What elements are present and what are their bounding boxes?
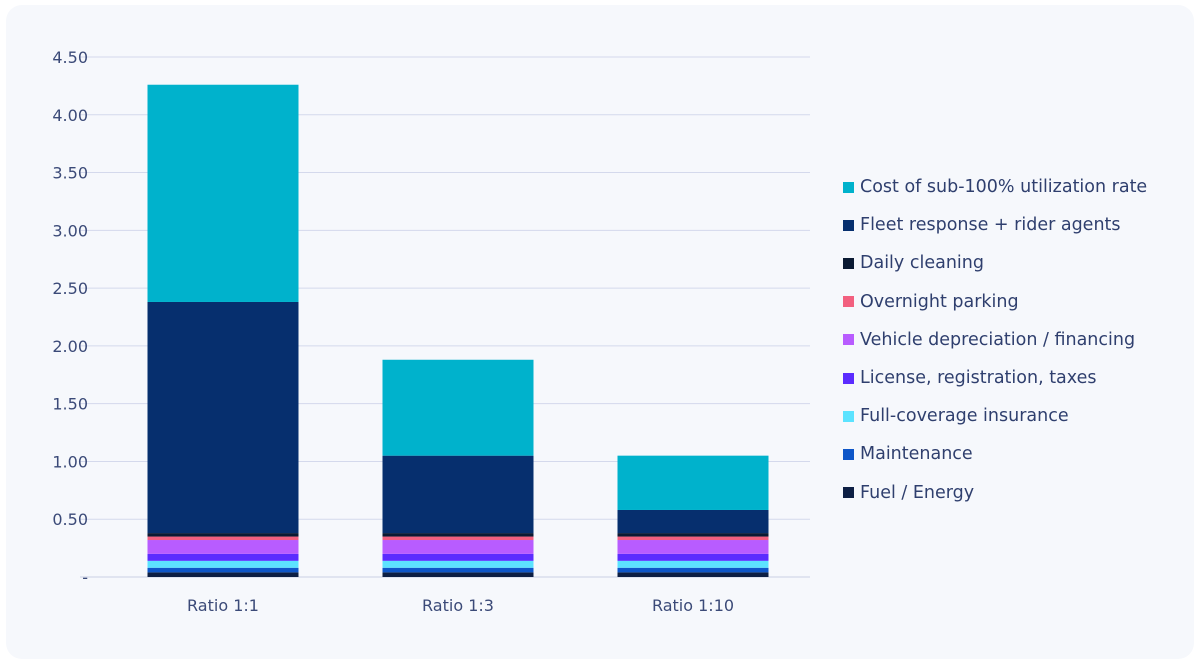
legend-item: Daily cleaning: [843, 244, 1147, 282]
bar-segment: [147, 540, 299, 554]
legend-label: Fleet response + rider agents: [860, 215, 1121, 236]
bar-segment: [617, 553, 769, 561]
bar-segment: [617, 540, 769, 554]
y-tick-label: 0.50: [52, 510, 88, 529]
legend-label: Overnight parking: [860, 291, 1019, 312]
y-tick-label: 1.50: [52, 395, 88, 414]
legend: Cost of sub-100% utilization rate Fleet r…: [843, 168, 1147, 512]
legend-item: Fuel / Energy: [843, 474, 1147, 512]
bar-segment: [382, 540, 534, 554]
bar-segment: [382, 533, 534, 537]
x-category-label: Ratio 1:1: [187, 596, 259, 615]
legend-swatch: [843, 487, 854, 499]
legend-swatch: [843, 372, 854, 384]
bar-segment: [382, 560, 534, 568]
x-category-label: Ratio 1:3: [422, 596, 494, 615]
y-tick-label: 3.00: [52, 221, 88, 240]
legend-item: License, registration, taxes: [843, 359, 1147, 397]
legend-label: Maintenance: [860, 444, 973, 465]
legend-item: Overnight parking: [843, 283, 1147, 321]
bar-segment: [147, 553, 299, 561]
legend-swatch: [843, 181, 854, 193]
bar-segment: [382, 572, 534, 577]
bar-segment: [147, 560, 299, 568]
bar-segment: [617, 560, 769, 568]
bar-segment: [147, 572, 299, 577]
bar-segment: [382, 359, 534, 456]
legend-swatch: [843, 257, 854, 269]
legend-swatch: [843, 448, 854, 460]
bar-segment: [147, 567, 299, 573]
legend-label: Full-coverage insurance: [860, 406, 1069, 427]
legend-item: Full-coverage insurance: [843, 397, 1147, 435]
bar-segment: [617, 536, 769, 541]
legend-swatch: [843, 410, 854, 422]
bar-segment: [147, 533, 299, 537]
bar-segment: [382, 536, 534, 541]
legend-label: Cost of sub-100% utilization rate: [860, 177, 1148, 198]
legend-swatch: [843, 334, 854, 346]
y-tick-label: 1.00: [52, 452, 88, 471]
legend-label: Daily cleaning: [860, 253, 984, 274]
y-tick-label: 4.00: [52, 106, 88, 125]
y-tick-label: 4.50: [52, 48, 88, 67]
bar-segment: [147, 301, 299, 534]
y-tick-label: 3.50: [52, 164, 88, 183]
bar-segment: [617, 567, 769, 573]
y-tick-label: -: [82, 568, 88, 587]
legend-label: Fuel / Energy: [860, 482, 975, 503]
bar-segment: [382, 553, 534, 561]
legend-item: Fleet response + rider agents: [843, 206, 1147, 244]
bar-segment: [147, 536, 299, 541]
legend-swatch: [843, 219, 854, 231]
x-category-label: Ratio 1:10: [652, 596, 734, 615]
legend-label: Vehicle depreciation / financing: [860, 329, 1136, 350]
legend-label: License, registration, taxes: [860, 368, 1097, 389]
bar-segment: [617, 509, 769, 534]
legend-swatch: [843, 296, 854, 308]
bar-segment: [617, 572, 769, 577]
bar-segment: [382, 567, 534, 573]
legend-item: Vehicle depreciation / financing: [843, 321, 1147, 359]
y-tick-label: 2.00: [52, 337, 88, 356]
legend-item: Maintenance: [843, 435, 1147, 473]
y-tick-label: 2.50: [52, 279, 88, 298]
bar-segment: [617, 533, 769, 537]
bar-segment: [147, 84, 299, 302]
bar-segment: [617, 455, 769, 510]
bar-segment: [382, 455, 534, 534]
legend-item: Cost of sub-100% utilization rate: [843, 168, 1147, 206]
